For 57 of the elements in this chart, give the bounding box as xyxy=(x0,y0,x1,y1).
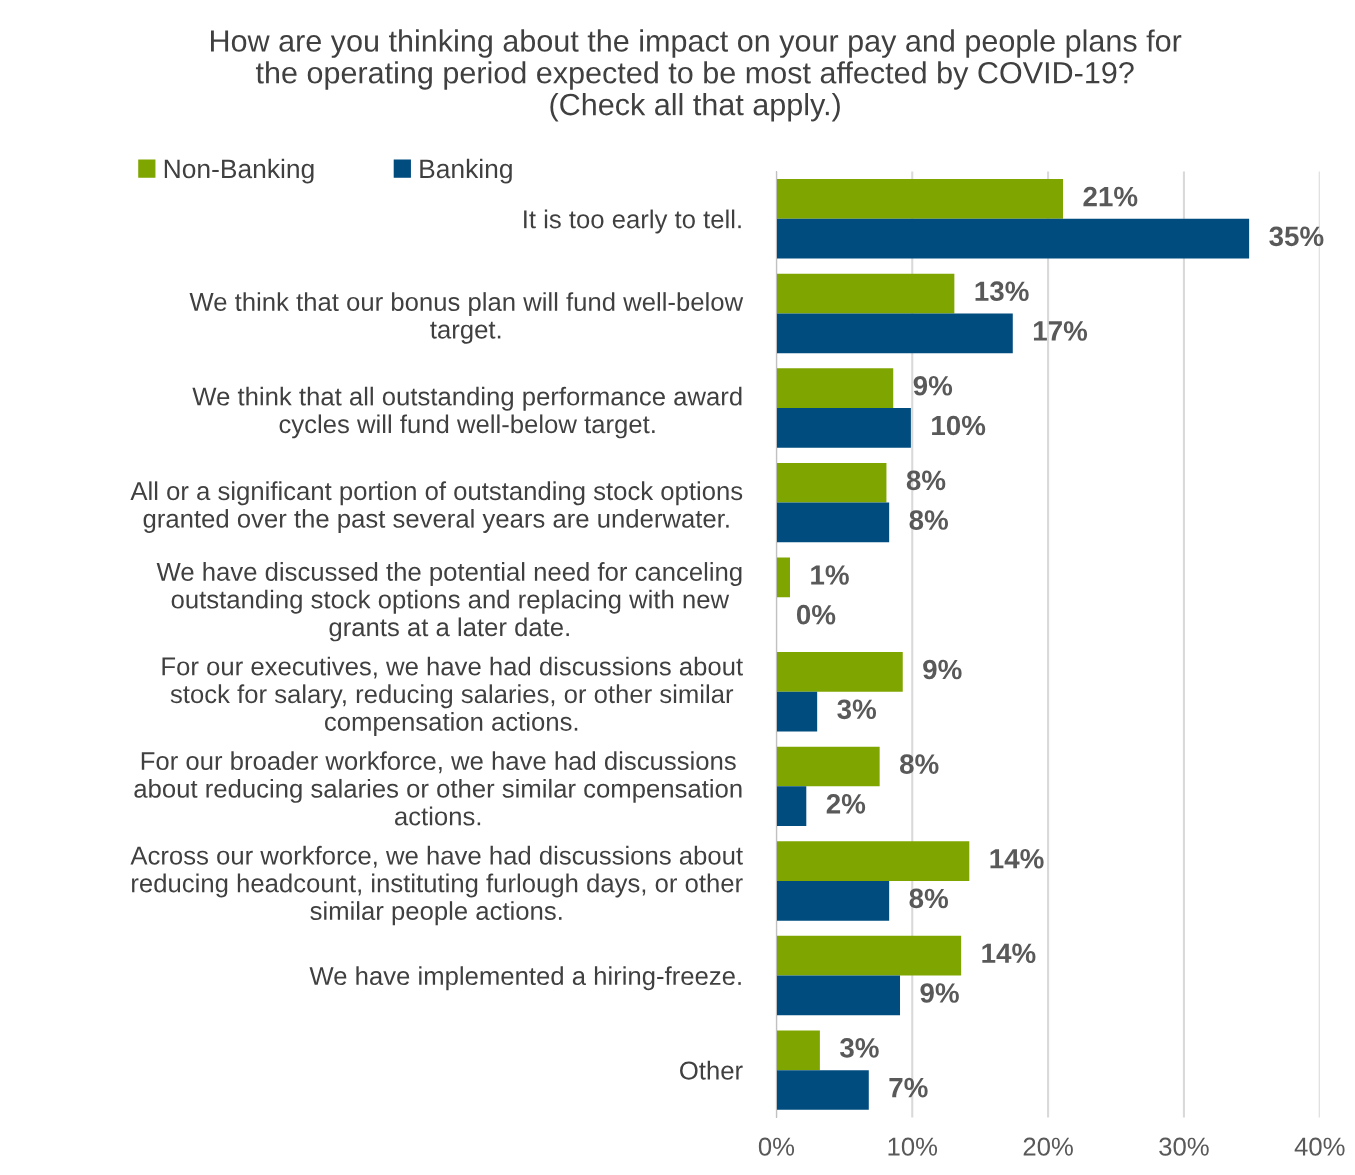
bar xyxy=(776,746,880,787)
y-tick-label: We think that our bonus plan will fund well-below target. xyxy=(189,292,744,344)
y-tick-label: For our executives, we have had discussions about stock for salary, reducing salaries, or other similar compensation actions. xyxy=(162,656,743,736)
bar xyxy=(776,313,1013,354)
y-tick-label: For our broader workforce, we have had discussions about reducing salaries or other similar compensation actions. xyxy=(134,751,742,826)
y-tick-label: Other xyxy=(680,1060,743,1080)
data-label: 8% xyxy=(906,470,946,491)
data-label: 2% xyxy=(826,794,866,814)
legend-label: Non-Banking xyxy=(164,158,314,184)
data-label: 3% xyxy=(839,1038,879,1058)
x-tick-label: 10% xyxy=(888,1137,938,1156)
data-label: 13% xyxy=(975,281,1029,302)
data-label: 21% xyxy=(1083,186,1138,207)
bar xyxy=(776,1070,869,1110)
data-label: 14% xyxy=(990,848,1044,869)
bar xyxy=(776,975,901,1016)
bar xyxy=(776,652,903,692)
data-label: 8% xyxy=(909,510,949,530)
x-tick-label: 40% xyxy=(1294,1137,1345,1156)
y-tick-label: Across our workforce, we have had discussions about reducing headcount, instituting furlough days, or other similar people actions. xyxy=(130,845,743,926)
bar xyxy=(776,218,1250,259)
data-label: 9% xyxy=(920,983,959,1003)
data-label: 9% xyxy=(923,659,962,680)
x-tick-label: 30% xyxy=(1159,1137,1209,1156)
bar xyxy=(776,786,807,827)
x-tick-label: 0% xyxy=(758,1137,795,1156)
data-label: 3% xyxy=(837,699,877,720)
y-tick-label: We think that all outstanding performance award cycles will fund well-below target. xyxy=(192,386,742,439)
bar xyxy=(776,557,790,598)
data-label: 9% xyxy=(913,375,953,396)
y-tick-label: All or a significant portion of outstanding stock options granted over the past several years are underwater. xyxy=(130,481,743,533)
data-label: 10% xyxy=(932,415,986,436)
data-label: 35% xyxy=(1269,226,1324,247)
bar xyxy=(776,935,962,976)
bar xyxy=(776,368,894,409)
data-label: 8% xyxy=(899,754,939,774)
data-label: 8% xyxy=(909,888,949,909)
bar xyxy=(776,841,970,881)
legend-label: Banking xyxy=(420,158,512,184)
x-tick-label: 20% xyxy=(1023,1137,1073,1156)
y-tick-label: We have implemented a hiring-freeze. xyxy=(309,966,741,991)
y-tick-label: We have discussed the potential need for canceling outstanding stock options and replacing with new grants at a later date. xyxy=(156,562,742,642)
bar xyxy=(776,408,911,448)
bar xyxy=(776,179,1064,219)
data-label: 14% xyxy=(982,943,1036,964)
y-tick-label: It is too early to tell. xyxy=(524,209,741,234)
bar xyxy=(776,502,890,543)
data-label: 7% xyxy=(889,1077,928,1098)
data-label: 17% xyxy=(1033,321,1088,341)
bar xyxy=(776,691,818,732)
bar xyxy=(776,880,890,921)
chart-title: How are you thinking about the impact on your pay and people plans for the operating period expected to be most affected by COVID-19? (Check all that apply.) xyxy=(211,29,1182,122)
data-label: 1% xyxy=(811,565,849,585)
bar xyxy=(776,273,955,314)
data-label: 0% xyxy=(796,604,836,625)
bar xyxy=(776,462,887,503)
bar xyxy=(776,1030,820,1071)
